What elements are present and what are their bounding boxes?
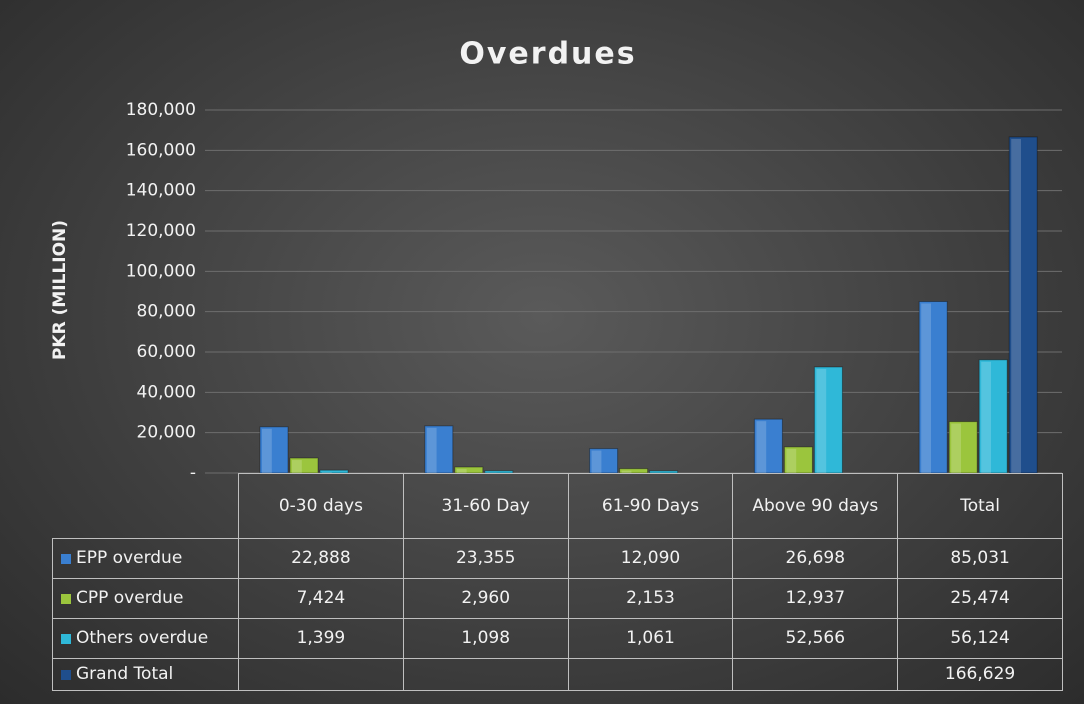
bar bbox=[753, 418, 783, 474]
bar bbox=[978, 359, 1008, 474]
chart-title: Overdues bbox=[459, 37, 636, 72]
y-tick-label: 120,000 bbox=[126, 221, 196, 241]
category-cell: Total bbox=[897, 473, 1063, 539]
y-tick-label: 100,000 bbox=[126, 261, 196, 281]
value-cell: 166,629 bbox=[897, 658, 1063, 691]
value-cell: 52,566 bbox=[732, 618, 899, 659]
bar bbox=[918, 301, 948, 474]
legend-label: CPP overdue bbox=[76, 588, 184, 609]
bar bbox=[948, 421, 978, 474]
y-tick-label: - bbox=[190, 463, 196, 483]
legend-label: EPP overdue bbox=[76, 548, 183, 569]
y-tick-label: 60,000 bbox=[137, 342, 196, 362]
bar bbox=[619, 468, 649, 474]
value-cell: 25,474 bbox=[897, 578, 1063, 619]
value-cell bbox=[402, 658, 569, 691]
bar bbox=[783, 446, 813, 474]
legend-swatch bbox=[61, 593, 71, 604]
value-cell: 1,061 bbox=[567, 618, 734, 659]
category-cell: 31-60 Day bbox=[402, 473, 569, 539]
legend-cell: CPP overdue bbox=[52, 578, 239, 619]
value-cell: 22,888 bbox=[238, 538, 404, 579]
value-cell: 56,124 bbox=[897, 618, 1063, 659]
legend-cell: Grand Total bbox=[52, 658, 239, 691]
value-cell: 26,698 bbox=[732, 538, 899, 579]
value-cell: 7,424 bbox=[238, 578, 404, 619]
category-cell: 61-90 Days bbox=[567, 473, 734, 539]
bar bbox=[319, 469, 349, 474]
value-cell bbox=[732, 658, 899, 691]
value-cell bbox=[567, 658, 734, 691]
legend-cell: EPP overdue bbox=[52, 538, 239, 579]
value-cell: 85,031 bbox=[897, 538, 1063, 579]
legend-swatch bbox=[61, 553, 71, 564]
legend-label: Others overdue bbox=[76, 628, 209, 649]
value-cell: 12,937 bbox=[732, 578, 899, 619]
legend-swatch bbox=[61, 633, 71, 644]
bar bbox=[259, 426, 289, 474]
value-cell: 2,960 bbox=[402, 578, 569, 619]
y-tick-label: 160,000 bbox=[126, 140, 196, 160]
category-cell: Above 90 days bbox=[732, 473, 899, 539]
bar bbox=[589, 448, 619, 474]
bar bbox=[424, 425, 454, 474]
y-tick-label: 80,000 bbox=[137, 302, 196, 322]
value-cell: 23,355 bbox=[402, 538, 569, 579]
value-cell: 2,153 bbox=[567, 578, 734, 619]
value-cell: 1,098 bbox=[402, 618, 569, 659]
y-tick-label: 140,000 bbox=[126, 181, 196, 201]
bar bbox=[813, 366, 843, 474]
legend-label: Grand Total bbox=[76, 664, 174, 685]
value-cell bbox=[238, 658, 404, 691]
value-cell: 1,399 bbox=[238, 618, 404, 659]
bar bbox=[1008, 136, 1038, 474]
y-tick-label: 180,000 bbox=[126, 100, 196, 120]
legend-cell: Others overdue bbox=[52, 618, 239, 659]
y-tick-label: 20,000 bbox=[137, 423, 196, 443]
legend-swatch bbox=[61, 669, 71, 680]
y-axis-label: PKR (MILLION) bbox=[50, 220, 70, 360]
value-cell: 12,090 bbox=[567, 538, 734, 579]
category-cell: 0-30 days bbox=[238, 473, 404, 539]
y-tick-label: 40,000 bbox=[137, 382, 196, 402]
bar bbox=[289, 457, 319, 474]
